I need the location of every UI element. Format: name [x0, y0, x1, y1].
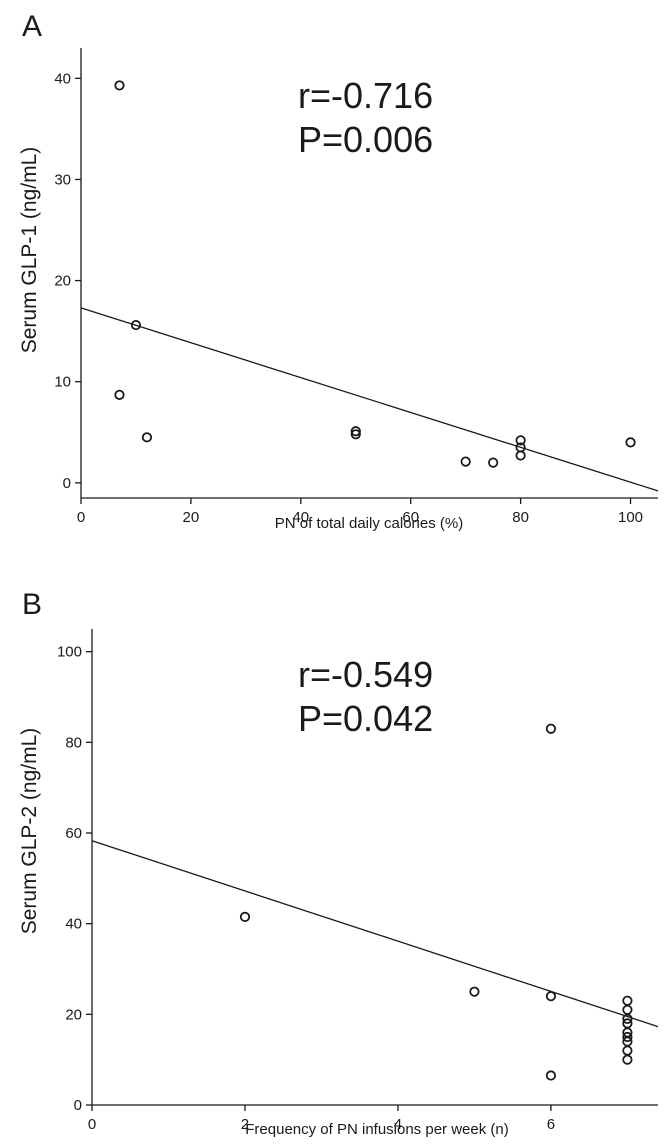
- y-tick-label-b: 60: [65, 825, 82, 842]
- y-tick-label-b: 80: [65, 734, 82, 751]
- x-tick-label-b: 0: [88, 1116, 96, 1133]
- x-axis-label-a: PN of total daily calories (%): [275, 515, 463, 532]
- y-tick-label-a: 30: [54, 171, 71, 188]
- data-point-a: [625, 437, 636, 448]
- data-point-b: [622, 1054, 633, 1065]
- data-point-b: [622, 995, 633, 1006]
- y-axis-label-b: Serum GLP-2 (ng/mL): [18, 728, 41, 935]
- x-tick-label-a: 20: [183, 509, 200, 526]
- data-point-b: [469, 986, 480, 997]
- x-tick-label-a: 0: [77, 509, 85, 526]
- stat-r-a: r=-0.716: [298, 75, 433, 116]
- panel-letter-a: A: [22, 10, 42, 43]
- data-point-b: [622, 1031, 633, 1043]
- data-point-a: [460, 456, 471, 467]
- y-tick-label-b: 40: [65, 916, 82, 933]
- x-axis-label-b: Frequency of PN infusions per week (n): [245, 1121, 508, 1138]
- data-point-b: [545, 1070, 557, 1081]
- y-tick-label-b: 100: [57, 644, 82, 661]
- stat-r-b: r=-0.549: [298, 654, 433, 695]
- data-point-a: [350, 426, 361, 437]
- data-point-b: [545, 723, 557, 734]
- panel-a: A Serum GLP-1 (ng/mL) PN of total daily …: [18, 10, 659, 532]
- regression-line-a: [80, 307, 659, 492]
- y-tick-label-b: 0: [74, 1097, 82, 1114]
- x-tick-label-b: 2: [241, 1116, 249, 1133]
- data-point-a: [141, 432, 153, 443]
- x-tick-label-b: 4: [394, 1116, 402, 1133]
- panel-letter-b: B: [22, 588, 42, 621]
- y-tick-label-a: 10: [54, 374, 71, 391]
- x-tick-label-b: 6: [547, 1116, 555, 1133]
- data-point-a: [350, 429, 361, 440]
- regression-line-b: [91, 840, 659, 1028]
- x-tick-label-a: 100: [618, 509, 643, 526]
- data-point-a: [114, 389, 125, 400]
- data-point-a: [515, 435, 526, 446]
- x-tick-label-a: 60: [402, 509, 419, 526]
- data-point-a: [488, 457, 499, 468]
- data-point-b: [622, 1013, 633, 1024]
- y-tick-label-a: 20: [54, 273, 71, 290]
- data-point-b: [545, 991, 557, 1002]
- y-tick-label-b: 20: [65, 1006, 82, 1023]
- data-point-a: [515, 450, 526, 461]
- y-tick-label-a: 40: [54, 70, 71, 87]
- data-point-b: [622, 1045, 633, 1056]
- y-axis-label-a: Serum GLP-1 (ng/mL): [18, 147, 41, 354]
- panel-b: B Serum GLP-2 (ng/mL) Frequency of PN in…: [18, 588, 659, 1138]
- x-tick-label-a: 80: [512, 509, 529, 526]
- data-point-a: [130, 319, 142, 331]
- data-point-b: [622, 1004, 633, 1015]
- stat-p-a: P=0.006: [298, 119, 433, 160]
- stat-p-b: P=0.042: [298, 698, 433, 739]
- data-point-b: [239, 911, 251, 922]
- data-point-a: [114, 80, 125, 91]
- x-tick-label-a: 40: [292, 509, 309, 526]
- y-tick-label-a: 0: [63, 475, 71, 492]
